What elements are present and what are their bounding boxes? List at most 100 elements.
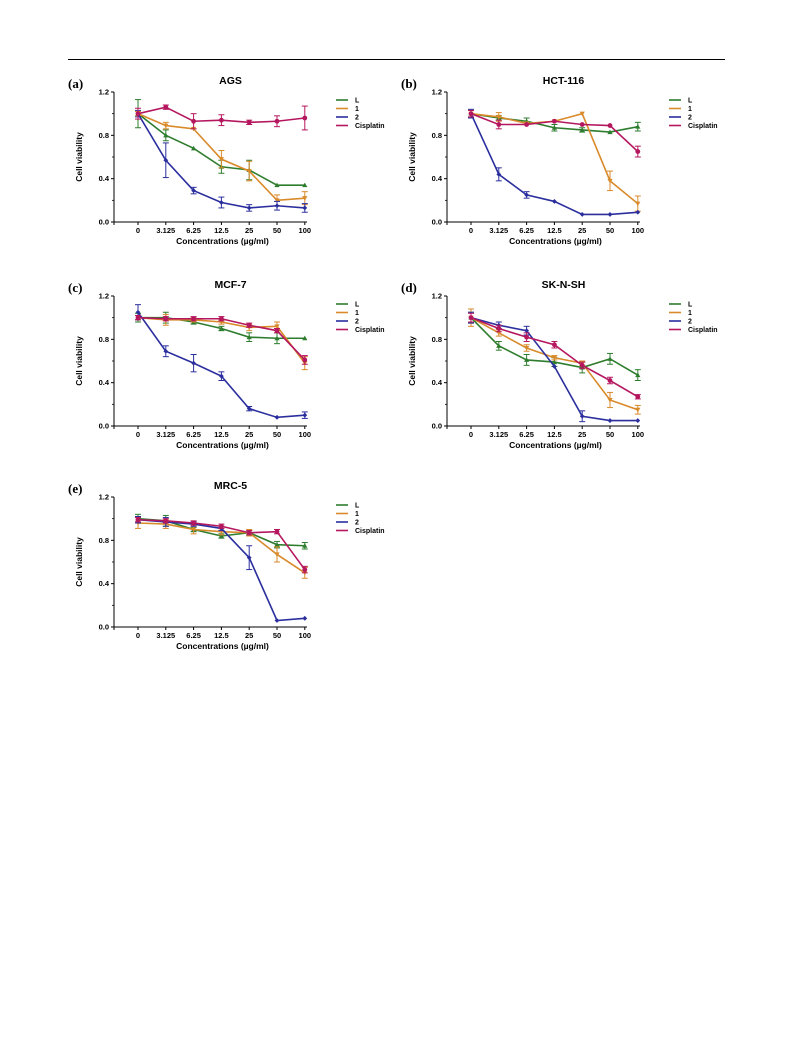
data-point bbox=[552, 199, 557, 204]
y-tick-label: 0.4 bbox=[432, 174, 443, 183]
y-tick-label: 0.8 bbox=[99, 131, 109, 140]
data-point bbox=[274, 335, 280, 341]
x-tick-label: 3.125 bbox=[156, 631, 175, 640]
data-point bbox=[274, 542, 280, 547]
data-point bbox=[218, 533, 224, 538]
legend-entry: Cisplatin bbox=[669, 123, 718, 130]
y-tick-label: 0.4 bbox=[99, 579, 110, 588]
legend-entry: 2 bbox=[669, 115, 692, 122]
legend-label: Cisplatin bbox=[688, 123, 718, 130]
data-point bbox=[302, 357, 308, 363]
data-point bbox=[191, 118, 196, 124]
chart-panel-c: (c) MCF-7 0.0 0.4 0.8 1.2 0 3.125 6.25 12.5 25 50 10… bbox=[68, 276, 428, 476]
x-tick-label: 6.25 bbox=[186, 430, 201, 439]
data-point bbox=[274, 414, 280, 420]
legend-label: L bbox=[355, 98, 360, 105]
x-tick-label: 100 bbox=[299, 631, 312, 640]
chart-svg: (e) MRC-5 0.0 0.4 0.8 1.2 0 3.125 6.25 12.5 25 50 10… bbox=[68, 480, 385, 651]
data-point bbox=[579, 362, 585, 368]
data-point bbox=[524, 122, 529, 127]
data-point bbox=[607, 129, 613, 135]
data-point bbox=[219, 200, 224, 205]
data-point bbox=[302, 543, 308, 548]
data-point bbox=[579, 212, 585, 217]
data-point bbox=[274, 529, 280, 535]
data-point bbox=[635, 407, 641, 413]
data-point bbox=[552, 118, 557, 124]
data-point bbox=[218, 325, 224, 331]
data-point bbox=[552, 342, 557, 348]
data-point bbox=[635, 418, 641, 423]
legend-entry: Cisplatin bbox=[336, 123, 385, 130]
x-tick-label: 6.25 bbox=[519, 226, 534, 235]
y-tick-label: 0.0 bbox=[99, 218, 109, 227]
legend-label: Cisplatin bbox=[355, 123, 385, 130]
chart-svg: (d) SK-N-SH 0.0 0.4 0.8 1.2 0 3.125 6.25 12.5 25 50… bbox=[401, 279, 718, 450]
data-point bbox=[607, 378, 613, 383]
data-point bbox=[163, 316, 169, 322]
data-point bbox=[246, 530, 252, 536]
legend-entry: 2 bbox=[669, 319, 692, 326]
legend-entry: L bbox=[336, 503, 360, 510]
data-point bbox=[579, 413, 585, 419]
legend-entry: Cisplatin bbox=[336, 327, 385, 334]
series-cisplatin bbox=[468, 312, 641, 400]
legend-entry: Cisplatin bbox=[669, 327, 718, 334]
legend-entry: 1 bbox=[336, 511, 359, 518]
panel-tag: (a) bbox=[68, 76, 83, 91]
y-tick-label: 0.8 bbox=[432, 131, 442, 140]
data-point bbox=[246, 205, 252, 211]
data-point bbox=[551, 359, 557, 365]
legend-entry: 2 bbox=[336, 520, 359, 527]
data-point bbox=[635, 201, 641, 207]
data-point bbox=[579, 111, 585, 117]
x-tick-label: 0 bbox=[136, 226, 140, 235]
x-axis-label: Concentrations (µg/ml) bbox=[509, 236, 602, 246]
data-point bbox=[496, 326, 502, 331]
x-tick-label: 50 bbox=[273, 631, 281, 640]
chart-title: SK-N-SH bbox=[542, 279, 586, 291]
data-point bbox=[191, 520, 196, 526]
series-l bbox=[135, 99, 308, 188]
data-point bbox=[246, 406, 252, 412]
data-point bbox=[163, 518, 169, 524]
data-point bbox=[163, 132, 169, 138]
data-point bbox=[496, 343, 502, 348]
x-tick-label: 12.5 bbox=[547, 226, 562, 235]
panel-tag: (c) bbox=[68, 280, 82, 295]
x-tick-label: 3.125 bbox=[156, 430, 175, 439]
data-point bbox=[607, 398, 613, 403]
chart-title: MCF-7 bbox=[214, 279, 246, 291]
data-point bbox=[135, 517, 141, 523]
series-1 bbox=[468, 308, 641, 415]
y-axis-label: Cell viability bbox=[74, 336, 84, 386]
panel-tag: (d) bbox=[401, 280, 417, 295]
data-point bbox=[191, 316, 196, 322]
legend-entry: L bbox=[669, 98, 693, 105]
data-point bbox=[246, 119, 252, 125]
y-tick-label: 0.8 bbox=[99, 536, 109, 545]
data-point bbox=[496, 171, 502, 177]
data-point bbox=[163, 123, 169, 129]
data-point bbox=[135, 315, 141, 321]
data-point bbox=[219, 373, 224, 379]
chart-panel-d: (d) SK-N-SH 0.0 0.4 0.8 1.2 0 3.125 6.25 12.5 25 50… bbox=[401, 276, 761, 476]
x-tick-label: 100 bbox=[632, 430, 645, 439]
data-point bbox=[635, 372, 641, 378]
chart-svg: (b) HCT-116 0.0 0.4 0.8 1.2 0 3.125 6.25 12.5 25 50… bbox=[401, 75, 718, 246]
data-point bbox=[302, 412, 308, 418]
data-point bbox=[191, 360, 196, 366]
legend-label: 2 bbox=[688, 319, 692, 326]
legend-label: Cisplatin bbox=[355, 327, 385, 334]
y-tick-label: 0.4 bbox=[99, 174, 110, 183]
x-tick-label: 0 bbox=[136, 430, 140, 439]
data-point bbox=[302, 335, 308, 341]
data-point bbox=[524, 346, 530, 351]
data-point bbox=[163, 157, 169, 163]
data-point bbox=[607, 356, 613, 361]
data-point bbox=[274, 324, 280, 329]
data-point bbox=[579, 127, 585, 132]
data-point bbox=[524, 334, 529, 340]
data-point bbox=[524, 328, 529, 334]
legend-label: 2 bbox=[688, 115, 692, 122]
